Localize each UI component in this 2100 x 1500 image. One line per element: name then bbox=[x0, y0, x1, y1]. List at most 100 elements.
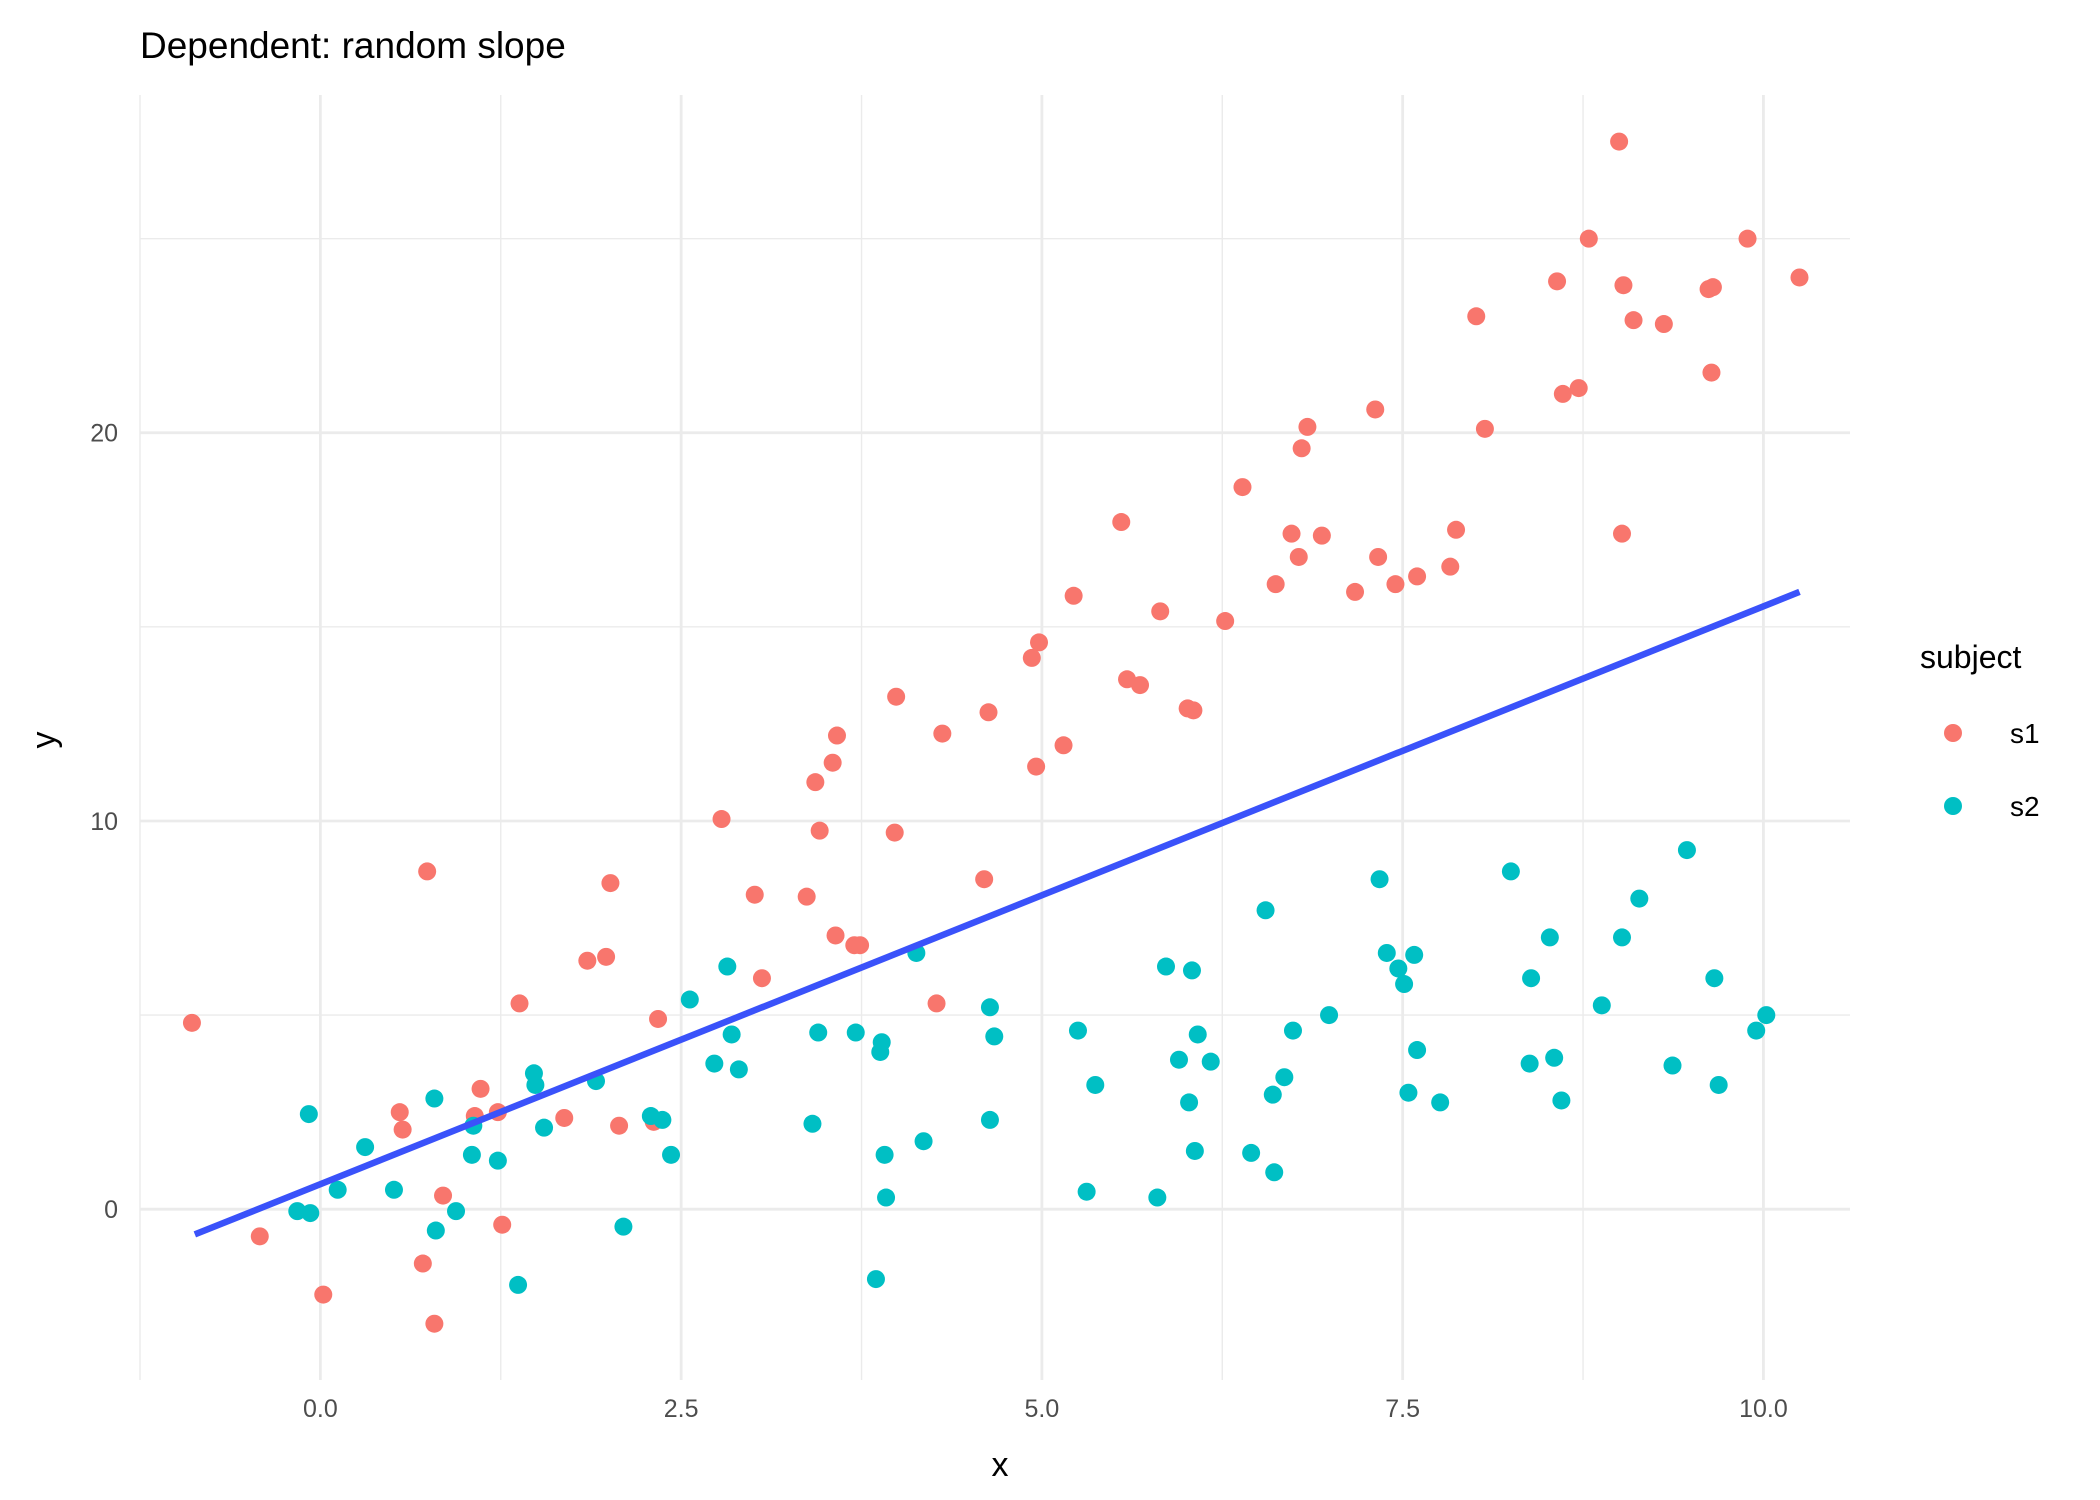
data-point-s1 bbox=[1738, 229, 1757, 248]
data-point-s2 bbox=[722, 1025, 741, 1044]
data-point-s2 bbox=[1169, 1050, 1188, 1069]
data-point-s2 bbox=[1242, 1143, 1261, 1162]
data-point-s2 bbox=[1399, 1083, 1418, 1102]
data-point-s2 bbox=[1086, 1075, 1105, 1094]
data-point-s1 bbox=[597, 947, 616, 966]
data-point-s2 bbox=[1709, 1075, 1728, 1094]
data-point-s1 bbox=[555, 1108, 574, 1127]
legend-title: subject bbox=[1920, 639, 2022, 675]
data-point-s2 bbox=[877, 1188, 896, 1207]
data-point-s2 bbox=[1185, 1141, 1204, 1160]
data-point-s2 bbox=[1180, 1093, 1199, 1112]
data-point-s1 bbox=[1151, 602, 1170, 621]
data-point-s1 bbox=[418, 862, 437, 881]
data-point-s1 bbox=[1441, 557, 1460, 576]
data-point-s2 bbox=[662, 1145, 681, 1164]
chart-title: Dependent: random slope bbox=[140, 25, 566, 66]
data-point-s1 bbox=[1467, 307, 1486, 326]
data-point-s2 bbox=[705, 1054, 724, 1073]
data-point-s2 bbox=[1522, 969, 1541, 988]
data-point-s1 bbox=[1054, 736, 1073, 755]
data-point-s1 bbox=[1233, 478, 1252, 497]
data-point-s1 bbox=[1624, 311, 1643, 330]
data-point-s1 bbox=[797, 887, 816, 906]
y-tick-label: 20 bbox=[90, 420, 118, 448]
data-point-s1 bbox=[745, 885, 764, 904]
data-point-s1 bbox=[1030, 633, 1049, 652]
data-point-s2 bbox=[653, 1110, 672, 1129]
data-point-s2 bbox=[1747, 1021, 1766, 1040]
data-point-s2 bbox=[1263, 1085, 1282, 1104]
data-point-s1 bbox=[1266, 575, 1285, 594]
data-point-s1 bbox=[471, 1079, 490, 1098]
data-point-s2 bbox=[535, 1118, 554, 1137]
data-point-s1 bbox=[578, 951, 597, 970]
data-point-s1 bbox=[1112, 513, 1131, 532]
data-point-s1 bbox=[1610, 132, 1629, 151]
data-point-s1 bbox=[1216, 612, 1235, 631]
data-point-s1 bbox=[434, 1186, 453, 1205]
legend-items: s1 s2 bbox=[1944, 718, 2040, 822]
data-point-s2 bbox=[1677, 841, 1696, 860]
data-point-s2 bbox=[488, 1151, 507, 1170]
data-point-s1 bbox=[601, 874, 620, 893]
data-point-s2 bbox=[985, 1027, 1004, 1046]
data-point-s2 bbox=[425, 1089, 444, 1108]
data-point-s1 bbox=[927, 994, 946, 1013]
data-point-s1 bbox=[851, 936, 870, 955]
x-tick-label: 0.0 bbox=[303, 1395, 338, 1423]
data-point-s1 bbox=[823, 753, 842, 772]
data-point-s1 bbox=[493, 1215, 512, 1234]
data-point-s1 bbox=[1369, 547, 1388, 566]
data-point-s2 bbox=[980, 998, 999, 1017]
x-axis-title: x bbox=[992, 1446, 1009, 1484]
data-point-s2 bbox=[509, 1275, 528, 1294]
y-axis-title: y bbox=[25, 732, 63, 749]
data-point-s1 bbox=[1346, 582, 1365, 601]
data-point-s2 bbox=[1520, 1054, 1539, 1073]
data-point-s2 bbox=[1265, 1163, 1284, 1182]
data-point-s1 bbox=[425, 1314, 444, 1333]
data-point-s2 bbox=[1663, 1056, 1682, 1075]
data-point-s2 bbox=[1370, 870, 1389, 889]
data-point-s1 bbox=[1613, 524, 1631, 543]
data-point-s2 bbox=[1408, 1041, 1427, 1060]
data-point-s1 bbox=[1475, 419, 1494, 438]
legend-label-s1: s1 bbox=[2010, 718, 2040, 749]
data-point-s2 bbox=[803, 1114, 822, 1133]
legend-key-s2 bbox=[1944, 797, 1962, 815]
data-point-s1 bbox=[975, 870, 994, 889]
data-point-s1 bbox=[1386, 575, 1405, 594]
x-tick-label: 5.0 bbox=[1025, 1395, 1060, 1423]
data-point-s1 bbox=[413, 1254, 432, 1273]
data-point-s1 bbox=[1027, 757, 1046, 776]
x-axis-ticks: 0.0 2.5 5.0 7.5 10.0 bbox=[303, 1395, 1788, 1423]
data-point-s1 bbox=[827, 726, 846, 745]
data-point-s2 bbox=[1148, 1188, 1167, 1207]
y-tick-label: 0 bbox=[104, 1196, 118, 1224]
data-point-s2 bbox=[875, 1145, 894, 1164]
data-point-s2 bbox=[301, 1204, 320, 1223]
data-point-s2 bbox=[1501, 862, 1520, 881]
data-point-s2 bbox=[1592, 996, 1611, 1015]
data-point-s2 bbox=[462, 1145, 481, 1164]
data-point-s2 bbox=[1182, 961, 1201, 980]
data-point-s2 bbox=[426, 1221, 445, 1240]
data-point-s1 bbox=[314, 1285, 333, 1304]
data-point-s1 bbox=[810, 821, 829, 840]
data-point-s1 bbox=[510, 994, 529, 1013]
data-points bbox=[182, 132, 1809, 1333]
data-point-s1 bbox=[885, 823, 904, 842]
data-point-s1 bbox=[1312, 526, 1331, 545]
data-point-s2 bbox=[1157, 957, 1175, 976]
data-point-s1 bbox=[933, 724, 952, 743]
data-point-s2 bbox=[914, 1132, 933, 1151]
legend: subject s1 s2 bbox=[1920, 639, 2040, 822]
data-point-s1 bbox=[712, 810, 731, 829]
data-point-s2 bbox=[526, 1075, 545, 1094]
data-point-s1 bbox=[1447, 520, 1466, 539]
data-point-s2 bbox=[1630, 889, 1649, 908]
legend-key-s1 bbox=[1944, 724, 1962, 742]
data-point-s2 bbox=[1552, 1091, 1571, 1110]
